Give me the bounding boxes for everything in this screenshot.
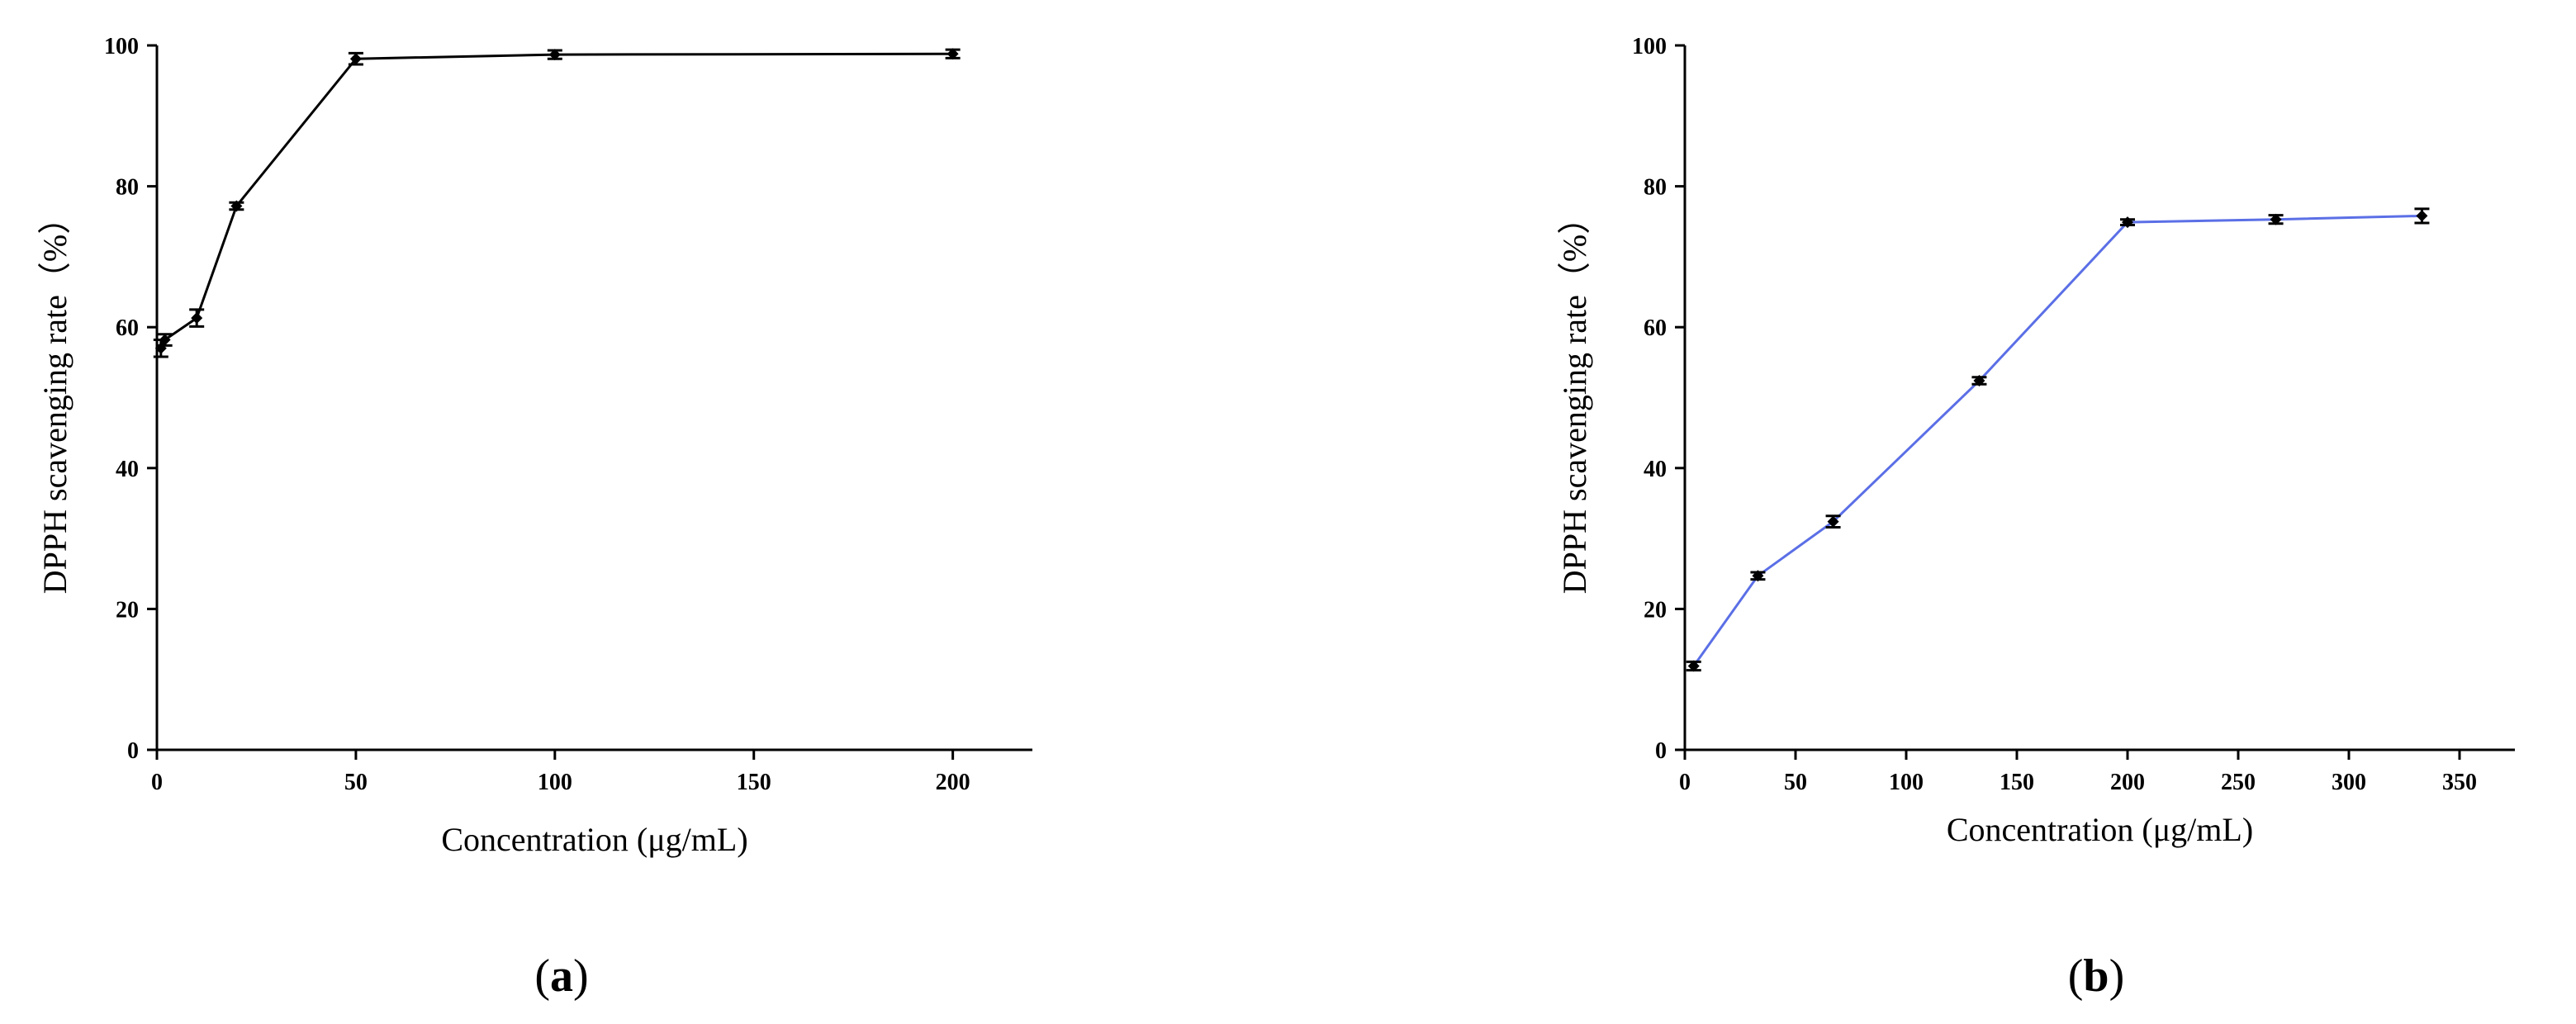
x-tick-label: 350 bbox=[2442, 770, 2477, 795]
panel-label: (a) bbox=[534, 951, 588, 1002]
x-tick-label: 100 bbox=[1889, 770, 1924, 795]
y-axis-label: DPPH scavenging rate（%） bbox=[1556, 201, 1593, 594]
x-axis-label: Concentration (μg/mL) bbox=[1947, 811, 2253, 848]
data-point bbox=[2416, 210, 2428, 222]
y-tick-label: 60 bbox=[116, 315, 139, 341]
x-tick-label: 150 bbox=[2000, 770, 2034, 795]
y-tick-label: 0 bbox=[1655, 738, 1667, 764]
y-tick-label: 100 bbox=[104, 34, 139, 59]
series-line bbox=[1692, 214, 2422, 667]
data-point bbox=[1687, 660, 1700, 672]
y-tick-label: 0 bbox=[127, 738, 139, 764]
x-tick-label: 150 bbox=[737, 770, 771, 795]
data-point bbox=[230, 200, 243, 212]
chart-a: 0 20 40 60 80 100 0 50 100 150 200 Concentration (μ… bbox=[36, 34, 1032, 1002]
data-point bbox=[2122, 216, 2133, 229]
data-point bbox=[2270, 213, 2282, 225]
y-tick-label: 40 bbox=[1644, 457, 1667, 482]
x-axis-label: Concentration (μg/mL) bbox=[441, 821, 747, 858]
x-tick-label: 300 bbox=[2332, 770, 2366, 795]
data-point bbox=[1973, 375, 1985, 387]
data-point bbox=[946, 48, 959, 60]
x-tick-label: 250 bbox=[2221, 770, 2256, 795]
data-point bbox=[159, 334, 171, 346]
x-tick-label: 200 bbox=[936, 770, 970, 795]
x-tick-label: 50 bbox=[344, 770, 368, 795]
x-tick-label: 100 bbox=[538, 770, 572, 795]
y-tick-label: 100 bbox=[1632, 34, 1667, 59]
data-point bbox=[349, 53, 362, 65]
panel-label: (b) bbox=[2068, 951, 2124, 1002]
x-tick-label: 0 bbox=[151, 770, 163, 795]
data-point bbox=[1827, 515, 1839, 528]
x-tick-label: 0 bbox=[1679, 770, 1691, 795]
series-line bbox=[159, 52, 953, 349]
chart-b: 0 20 40 60 80 100 0 50 100 150 200 250 300 350 Concent… bbox=[1556, 34, 2515, 1002]
y-tick-label: 40 bbox=[116, 457, 139, 482]
y-tick-label: 20 bbox=[116, 597, 139, 623]
data-point bbox=[1752, 570, 1764, 582]
x-tick-label: 50 bbox=[1784, 770, 1807, 795]
data-point bbox=[548, 49, 561, 61]
y-tick-label: 60 bbox=[1644, 315, 1667, 341]
data-point bbox=[191, 312, 203, 325]
y-tick-label: 80 bbox=[1644, 175, 1667, 201]
y-tick-label: 20 bbox=[1644, 597, 1667, 623]
y-tick-label: 80 bbox=[116, 175, 139, 201]
x-tick-label: 200 bbox=[2110, 770, 2145, 795]
y-axis-label: DPPH scavenging rate（%） bbox=[36, 201, 74, 594]
